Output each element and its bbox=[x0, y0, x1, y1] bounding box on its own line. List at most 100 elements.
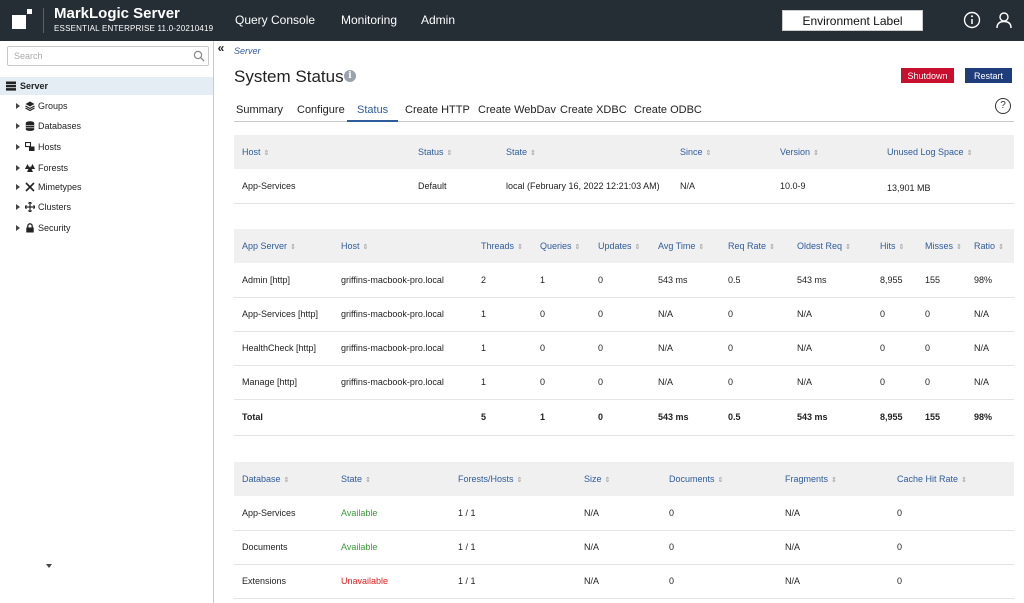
table-cell[interactable]: Documents bbox=[234, 530, 333, 565]
sort-icon[interactable]: ⇕ bbox=[516, 477, 523, 484]
column-header-state[interactable]: State ⇕ bbox=[333, 462, 450, 496]
table-cell[interactable]: App-Services bbox=[234, 169, 410, 204]
collapse-sidebar-icon[interactable]: « bbox=[217, 41, 225, 55]
tree-item-hosts[interactable]: Hosts bbox=[0, 140, 213, 156]
column-header-req-rate[interactable]: Req Rate ⇕ bbox=[720, 229, 789, 263]
column-header-misses[interactable]: Misses ⇕ bbox=[917, 229, 966, 263]
sort-icon[interactable]: ⇕ bbox=[769, 244, 775, 251]
column-header-since[interactable]: Since ⇕ bbox=[672, 135, 772, 169]
table-cell[interactable]: App-Services [http] bbox=[234, 297, 333, 332]
column-header-size[interactable]: Size ⇕ bbox=[576, 462, 661, 496]
marklogic-logo-icon[interactable] bbox=[12, 9, 32, 29]
tab-summary[interactable]: Summary bbox=[236, 104, 284, 116]
column-header-cache-hit-rate[interactable]: Cache Hit Rate ⇕ bbox=[889, 462, 1014, 496]
sort-icon[interactable]: ⇕ bbox=[362, 244, 369, 251]
expand-arrow-icon[interactable] bbox=[16, 204, 20, 210]
column-header-status[interactable]: Status ⇕ bbox=[410, 135, 498, 169]
table-cell[interactable]: Manage [http] bbox=[234, 365, 333, 400]
column-header-ratio[interactable]: Ratio ⇕ bbox=[966, 229, 1014, 263]
sort-icon[interactable]: ⇕ bbox=[998, 244, 1004, 251]
sort-icon[interactable]: ⇕ bbox=[961, 477, 967, 484]
info-icon[interactable]: i bbox=[344, 70, 356, 82]
environment-label-button[interactable]: Environment Label bbox=[782, 10, 923, 31]
column-header-threads[interactable]: Threads ⇕ bbox=[473, 229, 532, 263]
column-header-queries[interactable]: Queries ⇕ bbox=[532, 229, 590, 263]
expand-arrow-icon[interactable] bbox=[16, 184, 20, 190]
tree-item-forests[interactable]: Forests bbox=[0, 161, 213, 177]
tab-create-odbc[interactable]: Create ODBC bbox=[634, 104, 702, 116]
column-header-host[interactable]: Host ⇕ bbox=[333, 229, 473, 263]
sort-icon[interactable]: ⇕ bbox=[717, 477, 724, 484]
tree-item-databases[interactable]: Databases bbox=[0, 119, 213, 135]
tree-item-groups[interactable]: Groups bbox=[0, 99, 213, 115]
sort-icon[interactable]: ⇕ bbox=[698, 244, 705, 251]
shutdown-button[interactable]: Shutdown bbox=[901, 68, 954, 83]
nav-monitoring[interactable]: Monitoring bbox=[341, 13, 398, 27]
column-header-app-server[interactable]: App Server ⇕ bbox=[234, 229, 333, 263]
nav-query-console[interactable]: Query Console bbox=[235, 13, 316, 27]
column-header-host[interactable]: Host ⇕ bbox=[234, 135, 410, 169]
expand-arrow-icon[interactable] bbox=[16, 144, 20, 150]
sort-icon[interactable]: ⇕ bbox=[283, 477, 290, 484]
column-header-updates[interactable]: Updates ⇕ bbox=[590, 229, 650, 263]
help-icon[interactable]: ? bbox=[995, 98, 1011, 114]
tab-configure[interactable]: Configure bbox=[297, 104, 345, 116]
sort-icon[interactable]: ⇕ bbox=[813, 150, 819, 157]
tree-item-mimetypes[interactable]: Mimetypes bbox=[0, 180, 213, 196]
table-cell: 2 bbox=[473, 263, 532, 298]
sort-icon[interactable]: ⇕ bbox=[705, 150, 712, 157]
table-cell[interactable]: HealthCheck [http] bbox=[234, 331, 333, 366]
column-header-forests-hosts[interactable]: Forests/Hosts ⇕ bbox=[450, 462, 576, 496]
sort-icon[interactable]: ⇕ bbox=[634, 244, 641, 251]
column-header-fragments[interactable]: Fragments ⇕ bbox=[777, 462, 889, 496]
column-header-avg-time[interactable]: Avg Time ⇕ bbox=[650, 229, 720, 263]
user-icon[interactable] bbox=[995, 11, 1013, 29]
sort-icon[interactable]: ⇕ bbox=[831, 477, 837, 484]
sort-icon[interactable]: ⇕ bbox=[966, 150, 973, 157]
tree-item-label: Server bbox=[20, 81, 49, 91]
tab-create-xdbc[interactable]: Create XDBC bbox=[560, 104, 627, 116]
restart-button[interactable]: Restart bbox=[965, 68, 1012, 83]
table-row: HealthCheck [http] griffins-macbook-pro.l… bbox=[234, 331, 1014, 366]
sort-icon[interactable]: ⇕ bbox=[263, 150, 270, 157]
scroll-down-icon[interactable] bbox=[46, 564, 52, 568]
table-cell: 0 bbox=[590, 331, 650, 366]
sort-icon[interactable]: ⇕ bbox=[604, 477, 611, 484]
sort-icon[interactable]: ⇕ bbox=[517, 244, 523, 251]
column-header-version[interactable]: Version ⇕ bbox=[772, 135, 879, 169]
table-cell: N/A bbox=[576, 530, 661, 565]
tab-create-http[interactable]: Create HTTP bbox=[405, 104, 470, 116]
nav-admin[interactable]: Admin bbox=[421, 13, 456, 27]
sort-icon[interactable]: ⇕ bbox=[290, 244, 296, 251]
sort-icon[interactable]: ⇕ bbox=[530, 150, 536, 157]
expand-arrow-icon[interactable] bbox=[16, 123, 20, 129]
search-icon[interactable] bbox=[193, 50, 205, 62]
sort-icon[interactable]: ⇕ bbox=[956, 244, 962, 251]
expand-arrow-icon[interactable] bbox=[16, 165, 20, 171]
table-cell[interactable]: Extensions bbox=[234, 564, 333, 599]
info-circle-icon[interactable] bbox=[963, 11, 981, 29]
expand-arrow-icon[interactable] bbox=[16, 225, 20, 231]
column-header-documents[interactable]: Documents ⇕ bbox=[661, 462, 777, 496]
table-cell[interactable]: Admin [http] bbox=[234, 263, 333, 298]
sort-icon[interactable]: ⇕ bbox=[845, 244, 851, 251]
sort-icon[interactable]: ⇕ bbox=[365, 477, 371, 484]
tree-item-server[interactable]: Server bbox=[0, 77, 213, 95]
column-header-oldest-req[interactable]: Oldest Req ⇕ bbox=[789, 229, 872, 263]
status-badge: Available bbox=[333, 530, 450, 565]
tab-status[interactable]: Status bbox=[347, 104, 399, 122]
breadcrumb[interactable]: Server bbox=[234, 46, 261, 56]
table-cell[interactable]: App-Services bbox=[234, 496, 333, 531]
column-header-state[interactable]: State ⇕ bbox=[498, 135, 672, 169]
sort-icon[interactable]: ⇕ bbox=[574, 244, 581, 251]
tree-item-security[interactable]: Security bbox=[0, 221, 213, 237]
sort-icon[interactable]: ⇕ bbox=[446, 150, 453, 157]
column-header-hits[interactable]: Hits ⇕ bbox=[872, 229, 917, 263]
tree-item-clusters[interactable]: Clusters bbox=[0, 200, 213, 216]
expand-arrow-icon[interactable] bbox=[16, 103, 20, 109]
column-header-unused-log-space[interactable]: Unused Log Space ⇕ bbox=[879, 135, 1014, 169]
tab-create-webdav[interactable]: Create WebDav bbox=[478, 104, 557, 116]
sort-icon[interactable]: ⇕ bbox=[898, 244, 905, 251]
column-header-database[interactable]: Database ⇕ bbox=[234, 462, 333, 496]
search-input[interactable] bbox=[7, 46, 209, 66]
